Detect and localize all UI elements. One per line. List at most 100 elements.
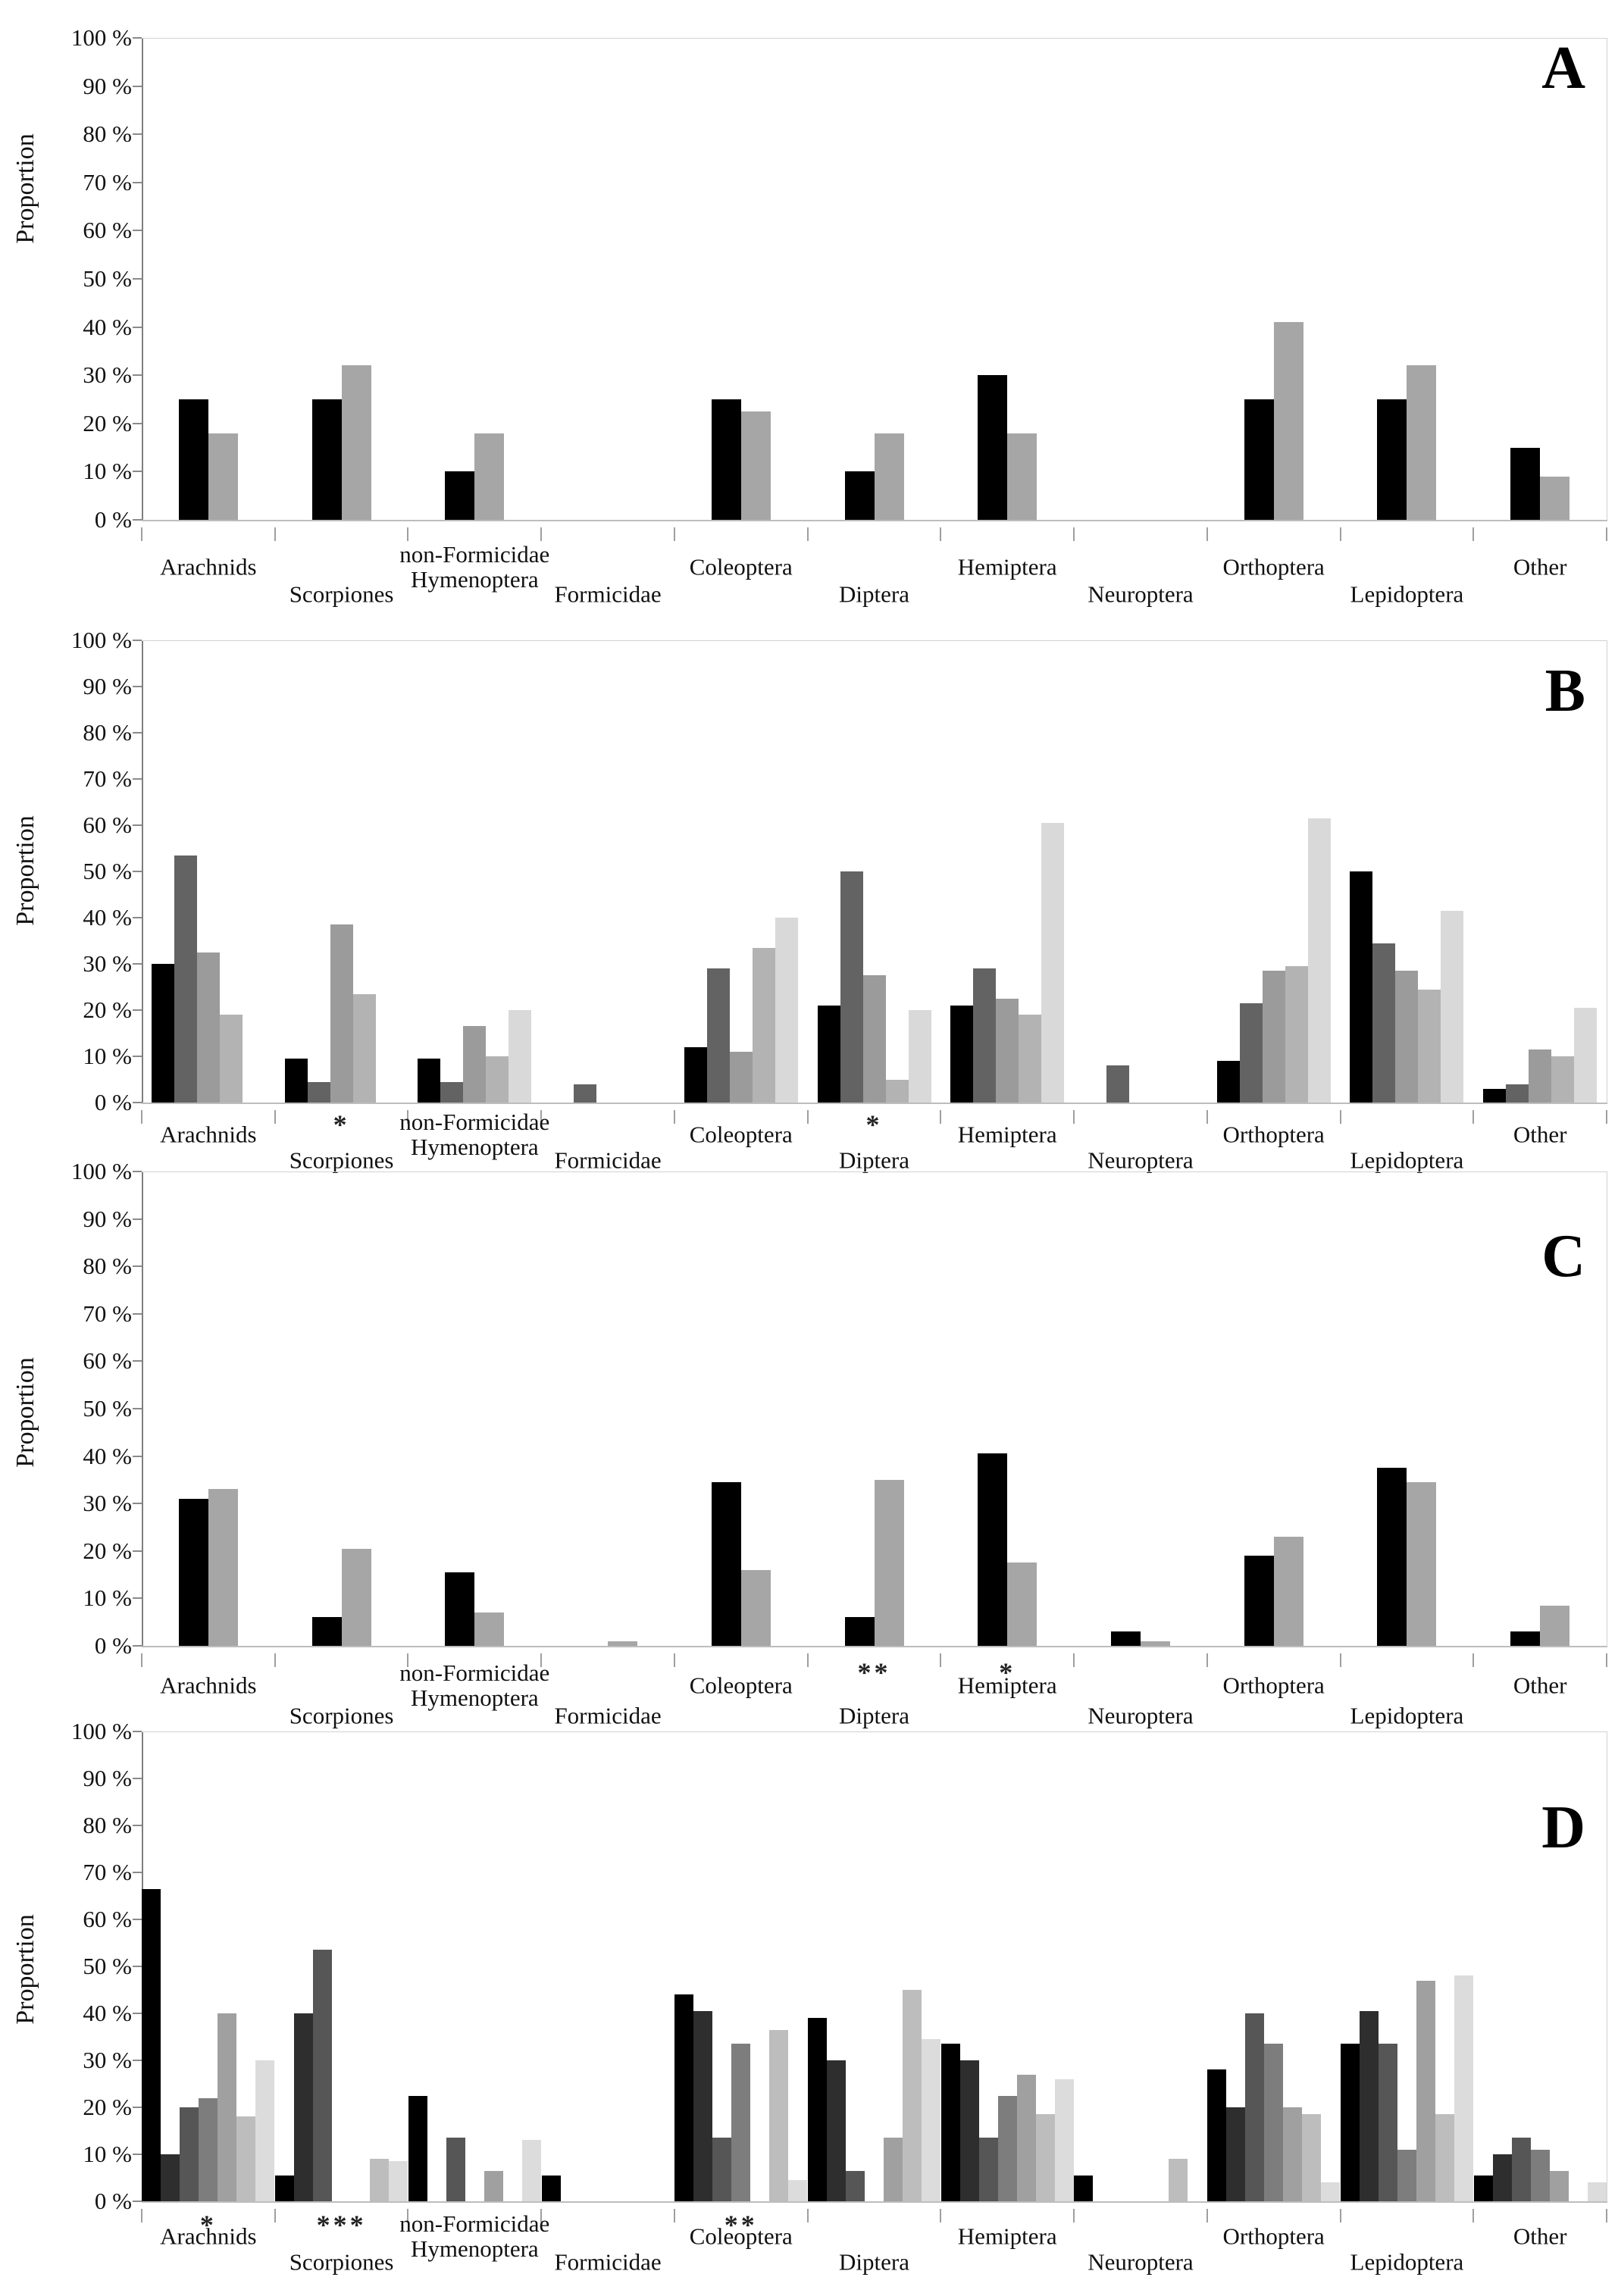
x-tick-mark: [673, 1653, 675, 1667]
bar-orthoptera-s3: [1245, 2013, 1265, 2201]
x-axis-label-lepidoptera: Lepidoptera: [1350, 580, 1464, 608]
y-tick-mark: [133, 1056, 142, 1057]
y-tick-label: 0 %: [94, 1632, 132, 1659]
bar-lepidoptera-s1: [1377, 399, 1407, 520]
y-tick-label: 30 %: [83, 950, 132, 977]
bar-orthoptera-s2: [1226, 2107, 1246, 2201]
x-axis-label-formicidae: Formicidae: [554, 2248, 662, 2276]
y-tick-mark: [133, 278, 142, 280]
x-axis-label-arachnids: Arachnids: [160, 1672, 257, 1699]
bar-scorpiones-s3: [330, 924, 353, 1103]
bar-coleoptera-s4: [731, 2044, 751, 2201]
bar-diptera-s6: [903, 1990, 922, 2201]
bar-other-s4: [1551, 1056, 1575, 1103]
bar-diptera-s5: [908, 1010, 931, 1103]
x-tick-mark: [540, 1110, 543, 1124]
x-axis-label-neuroptera: Neuroptera: [1088, 1702, 1194, 1729]
bar-other-s7: [1587, 2182, 1607, 2201]
y-tick-label: 50 %: [83, 858, 132, 884]
bar-arachnids-s2: [161, 2154, 180, 2201]
y-tick-label: 70 %: [83, 765, 132, 792]
x-tick-mark: [1206, 2209, 1208, 2222]
plot-top-line: [142, 1171, 1607, 1172]
bar-hemiptera-s3: [996, 998, 1019, 1103]
y-tick-mark: [133, 686, 142, 687]
bar-lepidoptera-s7: [1454, 1975, 1473, 2201]
bar-coleoptera-s2: [706, 968, 730, 1103]
x-tick-mark: [540, 1653, 543, 1667]
x-tick-mark: [1472, 1110, 1475, 1124]
bar-neuroptera-s6: [1169, 2159, 1188, 2201]
x-tick-mark: [540, 2209, 543, 2222]
bar-scorpiones-s1: [311, 1617, 342, 1646]
y-tick-mark: [133, 471, 142, 473]
bar-arachnids-s2: [174, 855, 197, 1103]
x-axis-label-scorpiones: Scorpiones: [289, 1702, 394, 1729]
panel-letter-b: B: [1544, 658, 1585, 724]
x-tick-mark: [1339, 2209, 1341, 2222]
y-tick-mark: [133, 1597, 142, 1600]
bar-non-formicidae-s1: [445, 1572, 475, 1646]
x-axis-label-orthoptera: Orthoptera: [1222, 1121, 1325, 1148]
x-axis-label-coleoptera: Coleoptera: [689, 1672, 793, 1699]
bar-non-formicidae-s1: [418, 1059, 441, 1103]
y-tick-mark: [133, 519, 142, 521]
bar-non-formicidae-s2: [474, 1613, 505, 1646]
y-tick-label: 90 %: [83, 1765, 132, 1791]
x-tick-mark: [274, 2209, 276, 2222]
y-tick-label: 90 %: [83, 72, 132, 99]
y-tick-label: 0 %: [94, 2188, 132, 2214]
bar-orthoptera-s4: [1264, 2044, 1284, 2201]
bar-scorpiones-s2: [341, 365, 371, 520]
x-tick-mark: [1073, 2209, 1075, 2222]
x-tick-mark: [673, 2209, 675, 2222]
y-tick-mark: [133, 1455, 142, 1457]
bar-orthoptera-s1: [1207, 2069, 1227, 2201]
bar-formicidae-s1: [541, 2175, 561, 2201]
x-tick-mark: [141, 1653, 142, 1667]
bar-formicidae-s2: [608, 1641, 638, 1646]
bar-hemiptera-s5: [1016, 2074, 1036, 2201]
y-axis-line: [142, 38, 143, 520]
y-tick-mark: [133, 1731, 142, 1732]
bar-diptera-s7: [922, 2039, 940, 2201]
x-axis-line: [142, 2201, 1607, 2203]
bar-hemiptera-s2: [1007, 1562, 1037, 1646]
bar-scorpiones-s2: [341, 1548, 371, 1646]
x-tick-mark: [1606, 1653, 1607, 1667]
y-tick-label: 40 %: [83, 904, 132, 931]
y-axis-title: Proportion: [11, 1914, 39, 2025]
bar-hemiptera-s4: [1019, 1015, 1042, 1103]
x-tick-mark: [806, 1653, 809, 1667]
bar-lepidoptera-s2: [1407, 365, 1437, 520]
x-axis-label-diptera: Diptera: [839, 1702, 909, 1729]
y-axis-title: Proportion: [11, 133, 39, 244]
x-axis-label-diptera: Diptera: [839, 580, 909, 608]
y-axis-line: [142, 1171, 143, 1646]
y-tick-label: 100 %: [70, 1718, 132, 1744]
bar-other-s4: [1530, 2149, 1550, 2201]
bar-coleoptera-s4: [752, 947, 775, 1103]
bar-lepidoptera-s5: [1441, 910, 1464, 1103]
bar-coleoptera-s1: [674, 1994, 694, 2201]
y-tick-mark: [133, 963, 142, 965]
x-tick-mark: [274, 527, 276, 541]
bar-coleoptera-s2: [740, 411, 771, 520]
x-axis-label-non-formicidae: non-Formicidae Hymenoptera: [399, 1109, 550, 1160]
x-tick-mark: [1073, 1653, 1075, 1667]
y-tick-mark: [133, 422, 142, 424]
bar-diptera-s1: [844, 471, 875, 520]
panel-letter-a: A: [1541, 35, 1585, 102]
x-axis-label-hemiptera: Hemiptera: [957, 2222, 1057, 2250]
bar-orthoptera-s2: [1273, 1537, 1303, 1646]
y-tick-mark: [133, 824, 142, 826]
x-tick-mark: [940, 2209, 942, 2222]
x-axis-label-arachnids: Arachnids: [160, 2222, 257, 2250]
significance-marker: **: [724, 2210, 758, 2240]
bar-scorpiones-s1: [311, 399, 342, 520]
y-tick-label: 0 %: [94, 1089, 132, 1115]
x-tick-mark: [141, 1110, 142, 1124]
y-tick-label: 70 %: [83, 1859, 132, 1885]
y-tick-mark: [133, 1102, 142, 1103]
bar-arachnids-s6: [236, 2116, 256, 2201]
